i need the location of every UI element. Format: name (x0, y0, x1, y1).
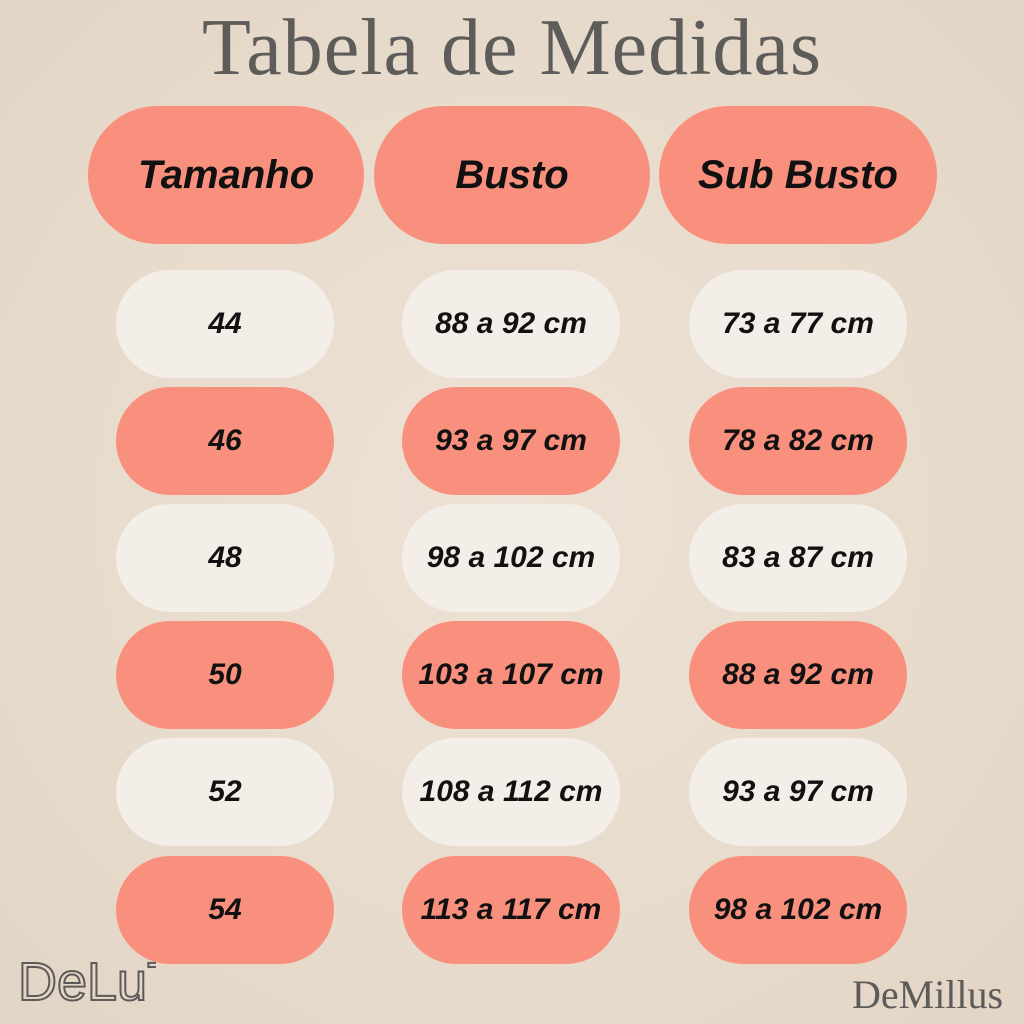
cell-tamanho: 52 (116, 738, 334, 846)
header-tamanho: Tamanho (88, 106, 364, 244)
cell-sub-busto: 78 a 82 cm (689, 387, 907, 495)
header-busto: Busto (374, 106, 650, 244)
page-title: Tabela de Medidas (201, 4, 823, 92)
cell-sub-busto: 83 a 87 cm (689, 504, 907, 612)
cell-sub-busto: 93 a 97 cm (689, 738, 907, 846)
cell-busto: 93 a 97 cm (402, 387, 620, 495)
cell-sub-busto: 98 a 102 cm (689, 856, 907, 964)
delute-logo-text: DeLuTe (18, 952, 156, 1010)
cell-tamanho: 50 (116, 621, 334, 729)
cell-sub-busto: 73 a 77 cm (689, 270, 907, 378)
header-sub-busto: Sub Busto (659, 106, 937, 244)
cell-tamanho: 48 (116, 504, 334, 612)
cell-busto: 103 a 107 cm (402, 621, 620, 729)
cell-busto: 108 a 112 cm (402, 738, 620, 846)
cell-tamanho: 46 (116, 387, 334, 495)
delute-logo-mark: DeLuTe (17, 951, 205, 1013)
cell-busto: 113 a 117 cm (402, 856, 620, 964)
demillus-logo: DeMillus (852, 972, 1004, 1017)
cell-busto: 88 a 92 cm (402, 270, 620, 378)
cell-tamanho: 54 (116, 856, 334, 964)
delute-logo: DeLuTe (16, 940, 205, 1013)
cell-busto: 98 a 102 cm (402, 504, 620, 612)
cell-tamanho: 44 (116, 270, 334, 378)
cell-sub-busto: 88 a 92 cm (689, 621, 907, 729)
